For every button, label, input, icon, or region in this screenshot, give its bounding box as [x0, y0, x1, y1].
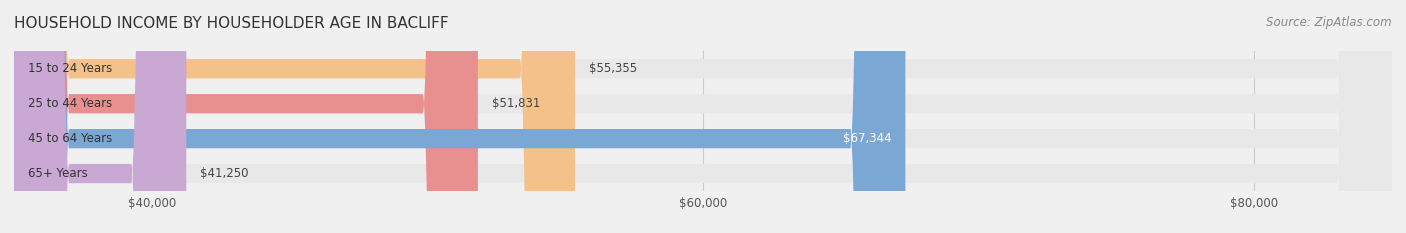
Text: $41,250: $41,250 — [200, 167, 249, 180]
FancyBboxPatch shape — [14, 0, 186, 233]
FancyBboxPatch shape — [14, 0, 905, 233]
FancyBboxPatch shape — [14, 0, 1392, 233]
Text: $51,831: $51,831 — [492, 97, 540, 110]
Text: HOUSEHOLD INCOME BY HOUSEHOLDER AGE IN BACLIFF: HOUSEHOLD INCOME BY HOUSEHOLDER AGE IN B… — [14, 16, 449, 31]
FancyBboxPatch shape — [14, 0, 1392, 233]
FancyBboxPatch shape — [14, 0, 575, 233]
FancyBboxPatch shape — [14, 0, 1392, 233]
Text: $55,355: $55,355 — [589, 62, 637, 75]
FancyBboxPatch shape — [14, 0, 1392, 233]
Text: 65+ Years: 65+ Years — [28, 167, 87, 180]
Text: 25 to 44 Years: 25 to 44 Years — [28, 97, 112, 110]
Text: 15 to 24 Years: 15 to 24 Years — [28, 62, 112, 75]
Text: $67,344: $67,344 — [844, 132, 891, 145]
FancyBboxPatch shape — [14, 0, 478, 233]
Text: 45 to 64 Years: 45 to 64 Years — [28, 132, 112, 145]
Text: Source: ZipAtlas.com: Source: ZipAtlas.com — [1267, 16, 1392, 29]
